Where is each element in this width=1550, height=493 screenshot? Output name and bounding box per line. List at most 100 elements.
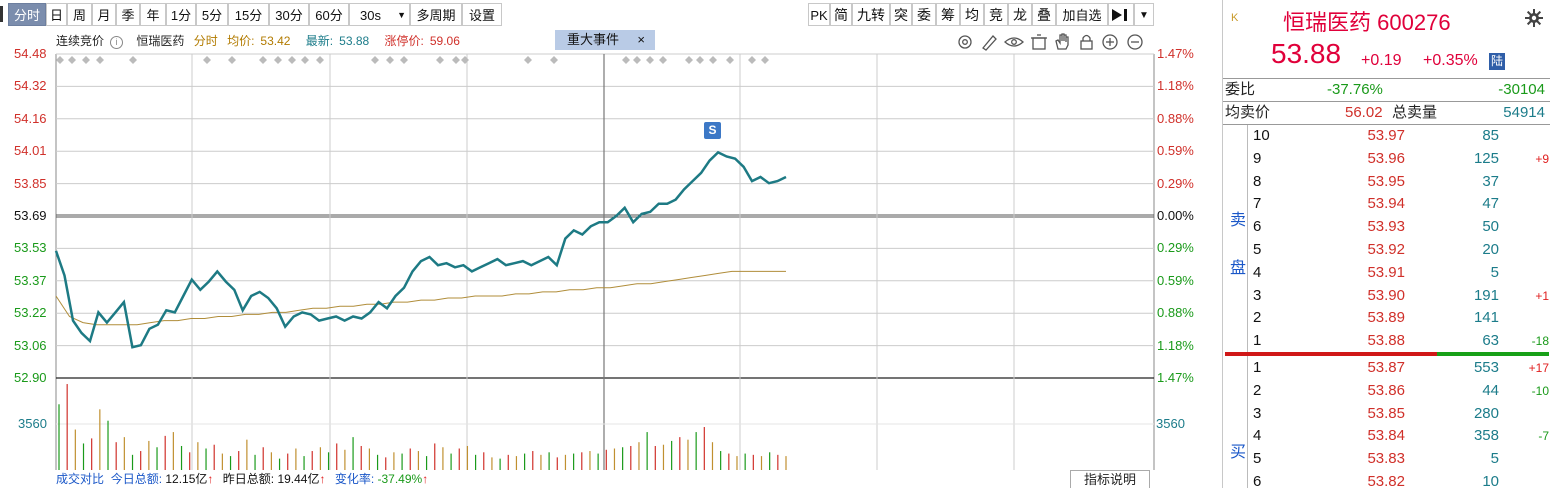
tab-multi-period[interactable]: 多周期 xyxy=(410,3,462,26)
sell-level-row[interactable]: 8 53.95 37 xyxy=(1225,171,1549,193)
zoom-in-icon[interactable] xyxy=(1102,34,1118,50)
indicator-help-button[interactable]: 指标说明 xyxy=(1070,470,1150,488)
level-price: 53.95 xyxy=(1367,172,1405,190)
settings-icon[interactable] xyxy=(958,35,972,49)
overlay-button[interactable]: 叠 xyxy=(1032,3,1056,26)
sell-level-row[interactable]: 2 53.89 141 xyxy=(1225,307,1549,329)
buy-level-row[interactable]: 1 53.87 553 +17 xyxy=(1225,357,1549,379)
event-diamond-icon xyxy=(203,56,211,64)
tab-year[interactable]: 年 xyxy=(140,3,166,26)
tab-quarter[interactable]: 季 xyxy=(116,3,140,26)
sell-level-row[interactable]: 7 53.94 47 xyxy=(1225,193,1549,215)
dragon-button[interactable]: 龙 xyxy=(1008,3,1032,26)
collapse-panel-icon[interactable] xyxy=(1108,3,1134,26)
bid-ask-bar-green xyxy=(1437,352,1549,356)
quote-panel: K 恒瑞医药 600276 53.88 +0.19 +0.35% 陆 委比 -3… xyxy=(1222,0,1550,490)
buy-level-row[interactable]: 4 53.84 358 -7 xyxy=(1225,425,1549,447)
divider-line xyxy=(1223,101,1550,102)
event-diamond-icon xyxy=(301,56,309,64)
percent-tick-label: 0.00% xyxy=(1157,208,1194,223)
level-price: 53.84 xyxy=(1367,427,1405,445)
eye-icon[interactable] xyxy=(1004,37,1024,47)
chart-info-bar: 连续竞价 i 恒瑞医药 分时 均价: 53.42 最新: 53.88 涨停价: 59.0… xyxy=(56,30,1154,52)
event-diamond-icon xyxy=(550,56,558,64)
simple-button[interactable]: 简 xyxy=(830,3,852,26)
price-tick-label: 52.90 xyxy=(14,370,47,385)
price-change: +0.19 xyxy=(1361,52,1402,69)
event-diamond-icon xyxy=(371,56,379,64)
auction-button[interactable]: 竞 xyxy=(984,3,1008,26)
lock-icon[interactable] xyxy=(1080,34,1093,50)
orderbook-side-divider xyxy=(1247,125,1248,488)
info-icon[interactable]: i xyxy=(110,36,124,49)
event-diamond-icon xyxy=(316,56,324,64)
price-tick-label: 54.48 xyxy=(14,46,47,61)
sell-level-row[interactable]: 3 53.90 191 +1 xyxy=(1225,285,1549,307)
buy-level-row[interactable]: 2 53.86 44 -10 xyxy=(1225,380,1549,402)
zoom-out-icon[interactable] xyxy=(1127,34,1143,50)
tab-settings[interactable]: 设置 xyxy=(462,3,502,26)
level-price: 53.96 xyxy=(1367,149,1405,167)
level-volume: 20 xyxy=(1482,241,1499,258)
breakout-button[interactable]: 突 xyxy=(890,3,912,26)
gear-icon[interactable] xyxy=(1525,9,1543,30)
level-delta: +17 xyxy=(1528,361,1549,375)
event-diamond-icon xyxy=(68,56,76,64)
sell-side-label-2: 盘 xyxy=(1230,260,1247,277)
pen-icon[interactable] xyxy=(982,35,997,51)
order-button[interactable]: 委 xyxy=(912,3,936,26)
tab-day[interactable]: 日 xyxy=(46,3,67,26)
sell-level-row[interactable]: 1 53.88 63 -18 xyxy=(1225,330,1549,352)
tab-60min[interactable]: 60分 xyxy=(309,3,349,26)
level-price: 53.85 xyxy=(1367,404,1405,422)
level-volume: 358 xyxy=(1473,427,1499,445)
last-price-label: 最新: 53.88 xyxy=(305,34,370,48)
buy-level-row[interactable]: 3 53.85 280 xyxy=(1225,403,1549,425)
level-price: 53.83 xyxy=(1367,450,1405,468)
buy-level-row[interactable]: 5 53.83 5 xyxy=(1225,448,1549,470)
tab-30min[interactable]: 30分 xyxy=(269,3,309,26)
close-icon[interactable]: × xyxy=(637,32,645,47)
nine-turn-button[interactable]: 九转 xyxy=(852,3,890,26)
level-price: 53.94 xyxy=(1367,195,1405,213)
level-number: 3 xyxy=(1253,404,1262,422)
chips-button[interactable]: 筹 xyxy=(936,3,960,26)
price-tick-label: 54.01 xyxy=(14,143,47,159)
tab-major-events[interactable]: 重大事件 × xyxy=(555,30,655,50)
stock-title: 恒瑞医药 600276 xyxy=(1283,10,1451,35)
add-watchlist-button[interactable]: 加自选 xyxy=(1056,3,1108,26)
event-diamond-icon xyxy=(274,56,282,64)
sell-level-row[interactable]: 6 53.93 50 xyxy=(1225,216,1549,238)
tab-1min[interactable]: 1分 xyxy=(166,3,196,26)
event-diamond-icon xyxy=(386,56,394,64)
sell-side-label-1: 卖 xyxy=(1230,212,1247,229)
level-volume: 37 xyxy=(1482,172,1499,190)
trash-icon[interactable] xyxy=(1031,34,1047,50)
percent-tick-label: 0.29% xyxy=(1157,175,1194,191)
event-diamond-icon xyxy=(748,56,756,64)
more-menu-icon[interactable]: ▼ xyxy=(1134,3,1154,26)
price-change-pct: +0.35% xyxy=(1423,52,1478,69)
buy-level-row[interactable]: 6 53.82 10 xyxy=(1225,471,1549,493)
tab-30s-dropdown[interactable]: 30s ▼ xyxy=(349,3,410,26)
sell-level-row[interactable]: 10 53.97 85 xyxy=(1225,125,1549,147)
average-button[interactable]: 均 xyxy=(960,3,984,26)
tab-month[interactable]: 月 xyxy=(92,3,116,26)
intraday-chart[interactable] xyxy=(0,30,1222,488)
tab-fenshi[interactable]: 分时 xyxy=(8,3,46,26)
level-volume: 280 xyxy=(1473,404,1499,422)
event-diamond-icon xyxy=(96,56,104,64)
event-diamond-icon xyxy=(461,56,469,64)
sell-level-row[interactable]: 5 53.92 20 xyxy=(1225,239,1549,261)
level-price: 53.91 xyxy=(1367,263,1405,281)
event-diamond-icon xyxy=(400,56,408,64)
tab-15min[interactable]: 15分 xyxy=(228,3,269,26)
tab-week[interactable]: 周 xyxy=(67,3,92,26)
sell-level-row[interactable]: 4 53.91 5 xyxy=(1225,262,1549,284)
hand-icon[interactable] xyxy=(1055,33,1069,50)
signal-marker-s[interactable]: S xyxy=(704,122,721,139)
sell-level-row[interactable]: 9 53.96 125 +9 xyxy=(1225,148,1549,170)
sidebar-toggle-icon[interactable] xyxy=(0,6,3,22)
pk-button[interactable]: PK xyxy=(808,3,830,26)
tab-5min[interactable]: 5分 xyxy=(196,3,228,26)
